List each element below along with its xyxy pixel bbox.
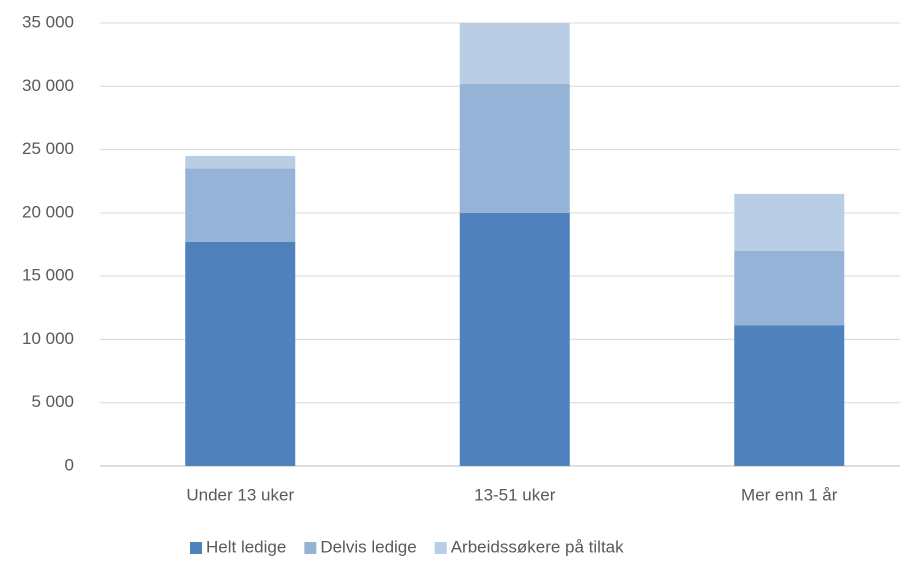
bar-segment [185, 241, 296, 466]
y-tick-label: 20 000 [22, 202, 74, 221]
legend-label: Arbeidssøkere på tiltak [451, 537, 624, 556]
bar-segment [185, 155, 296, 169]
y-tick-label: 10 000 [22, 329, 74, 348]
bar-segment [459, 83, 570, 213]
bar-segment [459, 23, 570, 84]
x-tick-label: Mer enn 1 år [741, 485, 838, 504]
bar-segment [734, 250, 845, 326]
bar-segment [734, 193, 845, 251]
legend-label: Delvis ledige [320, 537, 416, 556]
y-tick-label: 35 000 [22, 12, 74, 31]
legend-swatch [304, 542, 317, 554]
y-tick-label: 5 000 [31, 392, 74, 411]
y-tick-label: 15 000 [22, 266, 74, 285]
bar-segment [185, 168, 296, 242]
x-tick-label: Under 13 uker [186, 485, 294, 504]
bar-segment [734, 325, 845, 466]
legend-swatch [190, 542, 202, 554]
legend-label: Helt ledige [206, 537, 286, 556]
y-tick-label: 30 000 [22, 76, 74, 95]
bar-segment [459, 212, 570, 466]
y-tick-label: 25 000 [22, 139, 74, 158]
legend-swatch [434, 542, 447, 554]
x-tick-label: 13-51 uker [474, 485, 556, 504]
y-tick-label: 0 [65, 455, 74, 474]
